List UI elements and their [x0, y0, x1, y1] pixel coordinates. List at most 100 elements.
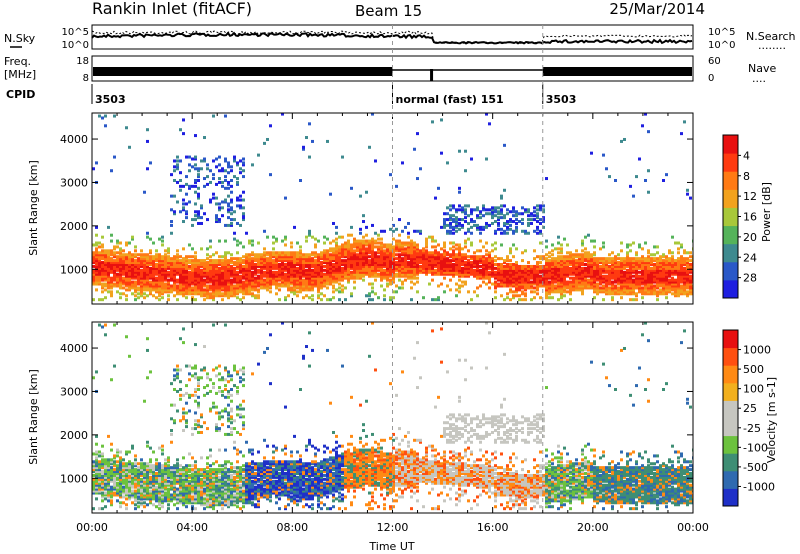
power-cell — [200, 284, 203, 288]
power-cell — [242, 216, 245, 220]
power-cell — [353, 257, 356, 261]
power-cell — [536, 276, 539, 280]
power-cell — [311, 284, 314, 288]
power-cell — [182, 290, 185, 294]
power-cell — [575, 266, 578, 270]
power-cell — [632, 262, 635, 266]
power-cell — [230, 282, 233, 286]
power-cell — [164, 288, 167, 292]
power-cell — [302, 257, 305, 261]
power-cell — [197, 270, 200, 274]
power-cell — [218, 284, 221, 288]
power-cell — [170, 223, 173, 227]
power-cell — [236, 161, 239, 165]
power-cell — [338, 276, 341, 280]
power-cell — [341, 284, 344, 288]
power-cell — [92, 282, 95, 286]
power-cell — [218, 270, 221, 274]
power-cell — [680, 132, 683, 136]
power-cell — [365, 241, 368, 245]
velocity-cell — [95, 475, 98, 479]
power-cell — [383, 249, 386, 253]
power-cell — [548, 284, 551, 288]
power-cell — [578, 276, 581, 280]
velocity-cell — [95, 497, 98, 501]
velocity-cell — [125, 497, 128, 501]
power-cell — [515, 247, 518, 251]
power-cell — [356, 259, 359, 263]
power-cell — [545, 177, 548, 181]
power-cell — [293, 255, 296, 259]
velocity-cell — [125, 468, 128, 472]
power-cell — [593, 245, 596, 249]
power-cell — [296, 294, 299, 298]
power-cell — [614, 261, 617, 265]
power-cell — [608, 278, 611, 282]
power-cell — [677, 261, 680, 265]
power-cell — [251, 286, 254, 290]
power-cell — [140, 272, 143, 276]
power-cell — [689, 288, 692, 292]
power-cell — [548, 288, 551, 292]
power-cell — [329, 268, 332, 272]
power-cell — [623, 284, 626, 288]
power-cell — [113, 255, 116, 259]
power-cell — [530, 286, 533, 290]
power-cell — [371, 266, 374, 270]
power-cell — [554, 247, 557, 251]
power-cell — [215, 272, 218, 276]
power-cell — [533, 206, 536, 210]
power-cell — [437, 264, 440, 268]
velocity-cell — [98, 464, 101, 468]
power-cell — [620, 272, 623, 276]
power-cell — [572, 272, 575, 276]
power-cell — [287, 253, 290, 257]
power-cell — [335, 270, 338, 274]
power-cell — [686, 264, 689, 268]
power-cell — [419, 257, 422, 261]
velocity-cell — [125, 452, 128, 456]
velocity-cell — [140, 473, 143, 477]
power-cell — [458, 245, 461, 249]
power-cell — [194, 272, 197, 276]
power-cell — [626, 288, 629, 292]
power-cell — [302, 268, 305, 272]
power-cell — [200, 204, 203, 208]
power-cell — [188, 278, 191, 282]
power-cell — [431, 257, 434, 261]
power-cell — [158, 261, 161, 265]
power-cell — [152, 268, 155, 272]
power-cell — [584, 278, 587, 282]
power-cell — [311, 253, 314, 257]
power-cell — [170, 261, 173, 265]
power-cell — [281, 268, 284, 272]
velocity-cell — [140, 458, 143, 462]
power-cell — [494, 247, 497, 251]
power-cell — [149, 280, 152, 284]
power-cell — [641, 266, 644, 270]
power-cell — [506, 292, 509, 296]
power-cell — [545, 274, 548, 278]
power-cell — [563, 262, 566, 266]
power-cell — [224, 223, 227, 227]
velocity-cell — [98, 470, 101, 474]
power-cell — [461, 262, 464, 266]
power-cell — [602, 286, 605, 290]
power-cell — [470, 243, 473, 247]
power-cell — [107, 249, 110, 253]
power-cell — [371, 259, 374, 263]
power-cell — [119, 276, 122, 280]
power-cell — [281, 264, 284, 268]
power-cell — [152, 257, 155, 261]
power-cell — [536, 220, 539, 224]
power-cell — [110, 249, 113, 253]
power-cell — [647, 286, 650, 290]
power-cell — [134, 288, 137, 292]
velocity-cell — [119, 466, 122, 470]
power-cell — [611, 282, 614, 286]
power-cell — [410, 274, 413, 278]
power-cell — [425, 268, 428, 272]
power-cell — [317, 294, 320, 298]
power-cell — [119, 278, 122, 282]
velocity-cell — [122, 479, 125, 483]
